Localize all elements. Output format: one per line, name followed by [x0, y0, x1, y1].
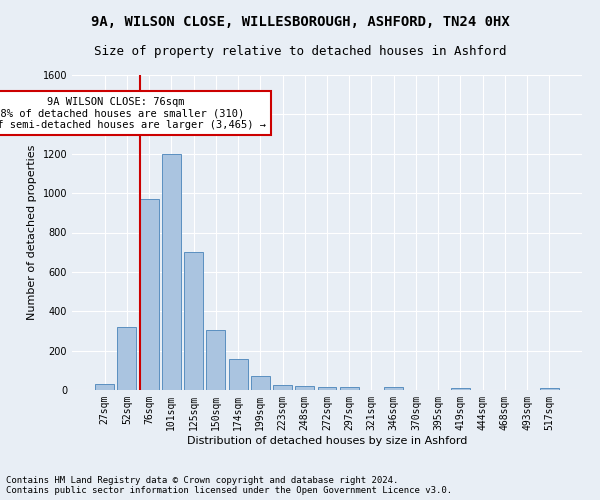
Bar	[251, 376, 270, 390]
Bar	[451, 388, 470, 390]
Text: 9A, WILSON CLOSE, WILLESBOROUGH, ASHFORD, TN24 0HX: 9A, WILSON CLOSE, WILLESBOROUGH, ASHFORD…	[91, 15, 509, 29]
Bar	[273, 385, 292, 390]
Text: Contains HM Land Registry data © Crown copyright and database right 2024.
Contai: Contains HM Land Registry data © Crown c…	[6, 476, 452, 495]
Text: 9A WILSON CLOSE: 76sqm
← 8% of detached houses are smaller (310)
92% of semi-det: 9A WILSON CLOSE: 76sqm ← 8% of detached …	[0, 96, 266, 130]
Bar	[540, 388, 559, 390]
Bar	[206, 330, 225, 390]
Bar	[340, 387, 359, 390]
Bar	[184, 252, 203, 390]
X-axis label: Distribution of detached houses by size in Ashford: Distribution of detached houses by size …	[187, 436, 467, 446]
Text: Size of property relative to detached houses in Ashford: Size of property relative to detached ho…	[94, 45, 506, 58]
Bar	[384, 387, 403, 390]
Y-axis label: Number of detached properties: Number of detached properties	[27, 145, 37, 320]
Bar	[140, 199, 158, 390]
Bar	[95, 384, 114, 390]
Bar	[317, 387, 337, 390]
Bar	[295, 386, 314, 390]
Bar	[118, 327, 136, 390]
Bar	[162, 154, 181, 390]
Bar	[229, 360, 248, 390]
